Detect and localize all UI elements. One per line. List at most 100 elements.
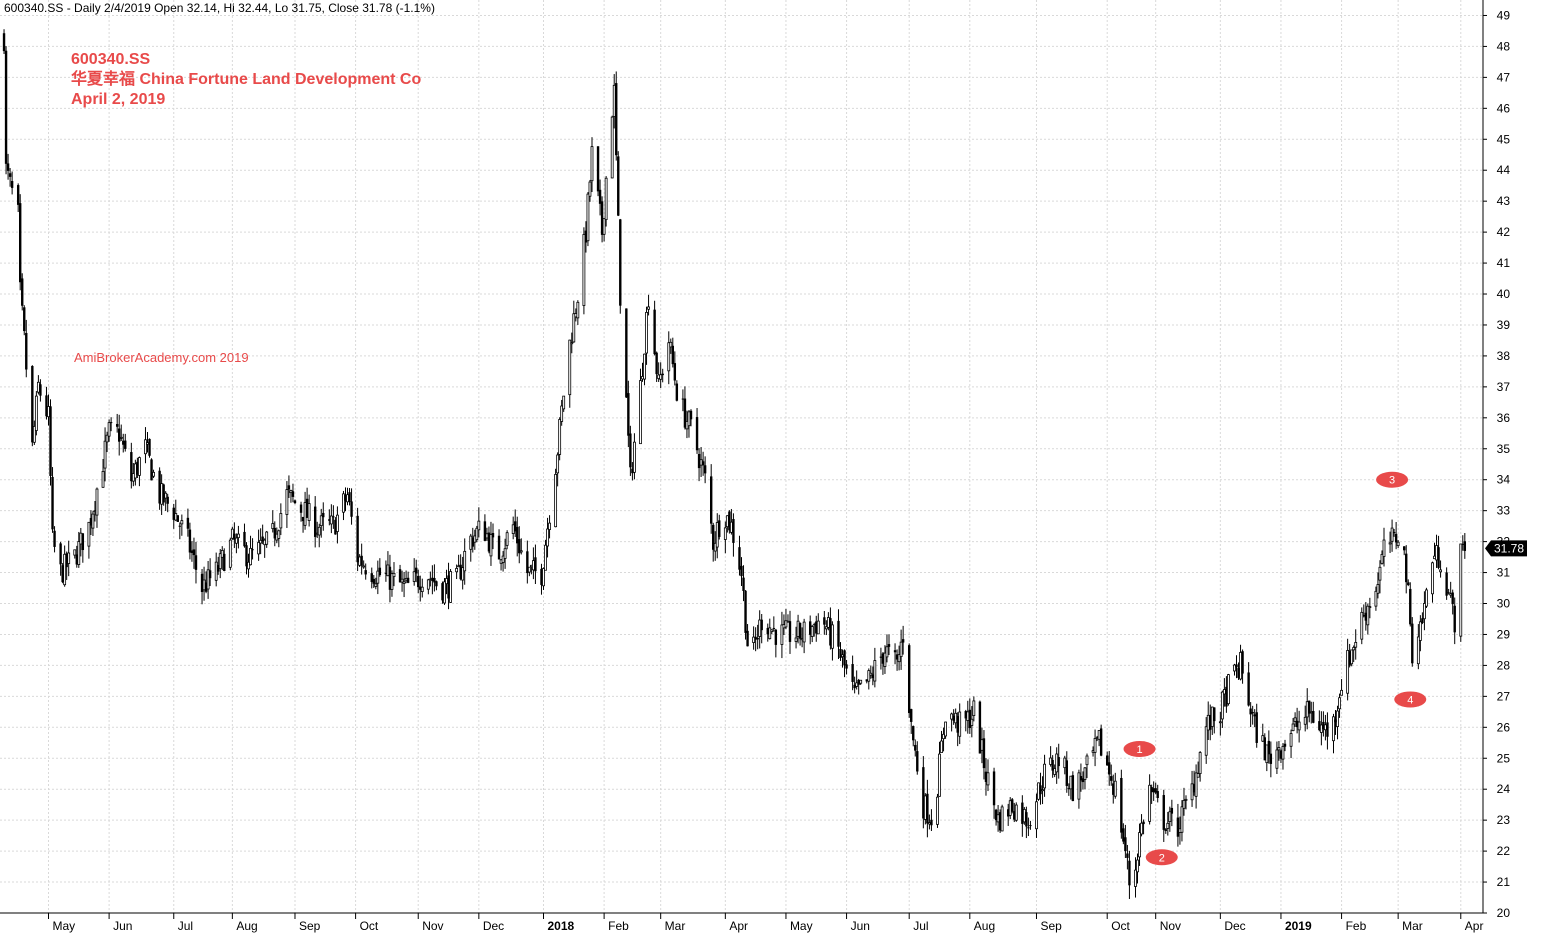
annotation-label: 3: [1389, 475, 1395, 487]
candle: [313, 496, 317, 548]
candle: [1418, 615, 1422, 652]
candle: [398, 564, 402, 583]
candle: [839, 642, 842, 661]
candle: [2, 29, 6, 54]
x-tick-label: 2018: [547, 919, 574, 933]
candle: [617, 151, 620, 217]
candle: [675, 380, 679, 402]
candle: [1140, 814, 1143, 837]
candle: [576, 300, 580, 325]
x-tick-label: Nov: [422, 919, 443, 933]
candle: [477, 507, 481, 538]
candle: [370, 567, 373, 589]
candle: [558, 417, 562, 461]
candle: [1312, 701, 1315, 724]
candle: [412, 558, 416, 586]
candle: [784, 608, 788, 630]
candle: [972, 696, 976, 722]
chart-title-date: April 2, 2019: [71, 91, 166, 108]
candle: [562, 395, 566, 412]
candle: [1152, 781, 1155, 801]
candle: [815, 615, 818, 642]
candle: [681, 389, 685, 412]
candle: [1267, 730, 1271, 764]
candle: [6, 153, 10, 180]
candle: [952, 709, 955, 725]
y-tick-label: 36: [1497, 411, 1511, 425]
candle: [1380, 550, 1384, 565]
candle: [1394, 522, 1398, 550]
candle: [859, 679, 863, 686]
candle: [914, 739, 917, 757]
candle: [501, 551, 505, 572]
candle: [1362, 604, 1365, 618]
candle: [10, 171, 14, 195]
candle: [392, 562, 396, 587]
candle: [631, 462, 634, 481]
candle: [461, 556, 465, 590]
candle: [518, 526, 521, 564]
candle: [1277, 741, 1281, 761]
candle: [1303, 705, 1307, 732]
candle: [31, 365, 34, 447]
y-tick-label: 38: [1497, 349, 1511, 363]
candle: [709, 464, 713, 534]
candle: [703, 456, 707, 484]
candle: [992, 767, 996, 819]
candle: [1190, 770, 1194, 807]
candle: [1459, 543, 1463, 642]
candle: [873, 647, 877, 688]
candle: [148, 438, 151, 458]
y-tick-label: 25: [1497, 751, 1511, 765]
candle: [1148, 774, 1152, 825]
candle: [1067, 783, 1071, 796]
candle: [188, 522, 192, 560]
candle: [1447, 588, 1450, 595]
candle: [729, 508, 733, 535]
candle: [1083, 767, 1087, 790]
x-tick-label: Dec: [483, 919, 504, 933]
candle: [497, 529, 501, 560]
candle: [483, 514, 487, 542]
candle: [160, 474, 164, 515]
candle: [829, 607, 832, 650]
candle: [158, 467, 161, 510]
candle: [756, 624, 759, 650]
y-tick-label: 46: [1497, 101, 1511, 115]
candle: [1134, 857, 1137, 898]
candle: [1013, 802, 1016, 823]
candle: [505, 530, 509, 550]
candle: [426, 578, 430, 595]
candle: [299, 501, 303, 522]
candle: [511, 516, 515, 540]
x-tick-label: Mar: [665, 919, 686, 933]
candle: [1322, 711, 1325, 737]
candle: [568, 339, 572, 408]
candle: [534, 544, 537, 585]
candle: [1423, 591, 1426, 631]
candle: [1081, 771, 1085, 790]
candle: [978, 700, 982, 754]
candle: [689, 409, 693, 427]
candle: [384, 560, 388, 582]
candle: [1112, 774, 1115, 804]
candle: [443, 578, 446, 605]
candle: [1065, 751, 1068, 793]
candle: [1182, 787, 1186, 816]
candle: [531, 547, 535, 580]
candle: [1055, 747, 1059, 784]
candle: [1049, 746, 1053, 767]
y-tick-label: 47: [1497, 70, 1511, 84]
candle: [1283, 739, 1287, 752]
candle: [1241, 649, 1244, 684]
candle: [673, 351, 677, 386]
candle: [1077, 769, 1081, 809]
candle: [1346, 638, 1350, 701]
candle: [740, 557, 743, 587]
candle: [1463, 533, 1467, 559]
candle: [1099, 724, 1103, 757]
candle: [1281, 743, 1285, 770]
x-tick-label: Feb: [1346, 919, 1367, 933]
candle: [289, 489, 293, 503]
